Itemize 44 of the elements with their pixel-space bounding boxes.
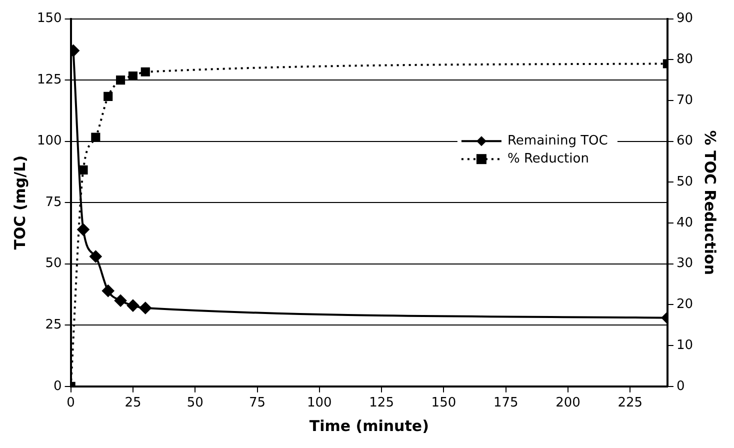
point — [116, 76, 126, 85]
y-tick-label: 75 — [45, 194, 62, 210]
y-tick-label: 125 — [36, 72, 62, 88]
y2-tick-label: 30 — [676, 256, 694, 272]
x-tick-label: 75 — [248, 396, 266, 411]
x-tick-label: 150 — [431, 396, 456, 411]
point — [78, 165, 88, 174]
y2-tick-label: 40 — [676, 215, 694, 230]
point — [90, 250, 102, 263]
y-tick-label: 100 — [36, 134, 62, 149]
point — [139, 302, 152, 314]
x-tick-label: 225 — [618, 396, 643, 411]
y-tick-label: 150 — [36, 11, 62, 26]
y2-tick-label: 10 — [676, 338, 694, 353]
y2-tick-label: 70 — [676, 92, 694, 108]
y2-tick-label: 50 — [676, 174, 694, 190]
y-tick-label: 50 — [45, 256, 62, 272]
y2-tick-label: 90 — [676, 11, 694, 26]
x-tick-label: 100 — [307, 396, 332, 411]
y-tick-label: 0 — [54, 378, 62, 394]
y-tick-label: 25 — [45, 318, 62, 333]
x-axis-title: Time (minute) — [309, 416, 429, 435]
x-tick-label: 50 — [186, 396, 204, 411]
legend-label: Remaining TOC — [507, 133, 608, 148]
y2-tick-label: 80 — [676, 52, 694, 68]
point — [140, 67, 150, 76]
point — [114, 294, 127, 307]
point — [77, 224, 90, 236]
legend-label: % Reduction — [507, 151, 589, 166]
point — [104, 92, 113, 101]
point — [102, 284, 114, 297]
y2-tick-label: 60 — [676, 134, 694, 149]
point — [126, 300, 139, 312]
x-tick-label: 25 — [124, 396, 142, 411]
y-axis-title: TOC (mg/L) — [10, 155, 29, 250]
x-tick-label: 200 — [556, 396, 580, 411]
y2-axis-title: % TOC Reduction — [701, 130, 720, 275]
x-tick-label: 175 — [493, 396, 518, 411]
point — [91, 132, 100, 142]
x-tick-label: 0 — [66, 396, 75, 411]
point — [128, 71, 138, 81]
x-tick-label: 125 — [369, 396, 394, 411]
y2-tick-label: 0 — [676, 378, 685, 394]
y2-tick-label: 20 — [676, 297, 694, 312]
